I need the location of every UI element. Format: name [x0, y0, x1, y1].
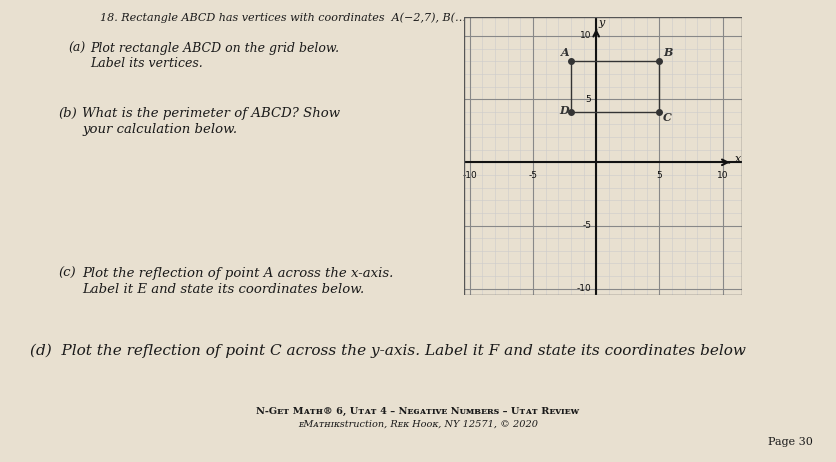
Text: B: B — [663, 47, 672, 58]
Text: y: y — [598, 18, 604, 28]
Text: Plot rectangle ABCD on the grid below.: Plot rectangle ABCD on the grid below. — [90, 42, 339, 55]
Text: C: C — [663, 112, 672, 122]
Text: x: x — [735, 153, 742, 164]
Text: Plot the reflection of point A across the x-axis.: Plot the reflection of point A across th… — [82, 267, 394, 280]
Text: (d)  Plot the reflection of point C across the y-axis. Label it F and state its : (d) Plot the reflection of point C acros… — [30, 344, 746, 359]
Text: Label it E and state its coordinates below.: Label it E and state its coordinates bel… — [82, 283, 364, 296]
Text: Label its vertices.: Label its vertices. — [90, 57, 203, 70]
Text: 10: 10 — [716, 171, 728, 180]
Text: A: A — [561, 47, 569, 58]
Text: -10: -10 — [462, 171, 477, 180]
Text: -5: -5 — [528, 171, 538, 180]
Text: 18. Rectangle ABCD has vertices with coordinates  A(−2,7), B(…: 18. Rectangle ABCD has vertices with coo… — [100, 12, 466, 23]
Text: (b): (b) — [58, 107, 77, 120]
Text: ᴇMᴀᴛʜɪᴋstruction, Rᴇᴋ Hᴏᴏᴋ, NY 12571, © 2020: ᴇMᴀᴛʜɪᴋstruction, Rᴇᴋ Hᴏᴏᴋ, NY 12571, © … — [298, 420, 538, 429]
Text: -10: -10 — [576, 284, 591, 293]
Text: N-Gᴇᴛ Mᴀᴛʜ® 6, Uᴛᴀᴛ 4 – Nᴇɢᴀᴛɪᴠᴇ Nᴜᴍʙᴇʀs – Uᴛᴀᴛ Rᴇᴠɪᴇᴡ: N-Gᴇᴛ Mᴀᴛʜ® 6, Uᴛᴀᴛ 4 – Nᴇɢᴀᴛɪᴠᴇ Nᴜᴍʙᴇʀs… — [257, 407, 579, 416]
Text: (c): (c) — [58, 267, 75, 280]
Text: What is the perimeter of ABCD? Show: What is the perimeter of ABCD? Show — [82, 107, 340, 120]
Text: -5: -5 — [582, 221, 591, 230]
Text: Page 30: Page 30 — [767, 437, 813, 447]
Text: 10: 10 — [579, 31, 591, 41]
Text: (a): (a) — [68, 42, 85, 55]
Text: 5: 5 — [656, 171, 662, 180]
Text: D: D — [559, 105, 569, 116]
Text: your calculation below.: your calculation below. — [82, 123, 237, 136]
Text: 5: 5 — [585, 95, 591, 103]
